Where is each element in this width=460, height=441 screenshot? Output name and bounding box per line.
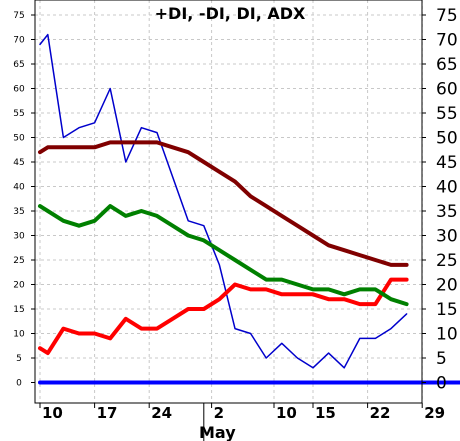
y-tick-label-left: 25 xyxy=(13,256,24,266)
series-layer xyxy=(38,33,460,385)
series-line-3 xyxy=(38,204,409,307)
y-tick-label-right: 0 xyxy=(436,374,447,394)
y-tick-label-left: 5 xyxy=(16,354,22,364)
y-tick-label-right: 65 xyxy=(436,55,458,75)
right-y-axis: 0 5 10 15 20 25 30 35 40 45 50 55 60 65 70 75 xyxy=(422,6,458,394)
x-tick-label: 29 xyxy=(424,404,445,422)
plot-area xyxy=(35,0,422,403)
y-tick-label-right: 25 xyxy=(436,251,458,271)
y-tick-label-right: 20 xyxy=(436,276,458,296)
y-tick-label-right: 50 xyxy=(436,129,458,149)
y-tick-label-left: 20 xyxy=(13,281,25,291)
series-line-1 xyxy=(39,33,408,369)
x-tick-label: 15 xyxy=(315,404,336,422)
y-tick-label-right: 70 xyxy=(436,31,458,51)
y-tick-label-right: 30 xyxy=(436,227,458,247)
y-tick-label-left: 0 xyxy=(16,379,22,389)
y-tick-label-left: 50 xyxy=(13,134,25,144)
y-tick-label-left: 35 xyxy=(13,207,24,217)
y-tick-label-left: 10 xyxy=(13,330,25,340)
chart-title: +DI, -DI, DI, ADX xyxy=(155,4,306,23)
x-tick-label: 17 xyxy=(97,404,118,422)
x-axis: 10 17 24 2 10 15 22 29 xyxy=(39,403,445,441)
x-tick-label: 2 xyxy=(214,404,224,422)
y-tick-label-left: 45 xyxy=(13,158,24,168)
x-tick-label: 22 xyxy=(370,404,391,422)
y-tick-label-left: 40 xyxy=(13,183,25,193)
y-tick-label-right: 60 xyxy=(436,80,458,100)
x-tick-label: 24 xyxy=(151,404,172,422)
y-tick-label-left: 60 xyxy=(13,85,25,95)
left-y-axis: 0 5 10 15 20 25 30 35 40 45 50 55 60 65 70 75 xyxy=(13,11,35,389)
x-tick-label: 10 xyxy=(276,404,297,422)
grid-lines xyxy=(35,0,423,403)
series-line-4 xyxy=(38,140,409,267)
month-label: May xyxy=(199,423,236,441)
y-tick-label-left: 55 xyxy=(13,109,24,119)
x-tick-label: 10 xyxy=(42,404,63,422)
y-tick-label-left: 75 xyxy=(13,11,24,21)
y-tick-label-left: 65 xyxy=(13,60,24,70)
y-tick-label-right: 5 xyxy=(436,349,447,369)
y-tick-label-right: 15 xyxy=(436,300,458,320)
y-tick-label-right: 40 xyxy=(436,178,458,198)
y-tick-label-left: 70 xyxy=(13,36,25,46)
y-tick-label-right: 45 xyxy=(436,153,458,173)
y-tick-label-left: 30 xyxy=(13,232,25,242)
y-tick-label-right: 35 xyxy=(436,202,458,222)
y-tick-label-left: 15 xyxy=(13,305,24,315)
y-tick-label-right: 10 xyxy=(436,325,458,345)
series-line-2 xyxy=(38,277,409,356)
y-tick-label-right: 55 xyxy=(436,104,458,124)
y-tick-label-right: 75 xyxy=(436,6,458,26)
